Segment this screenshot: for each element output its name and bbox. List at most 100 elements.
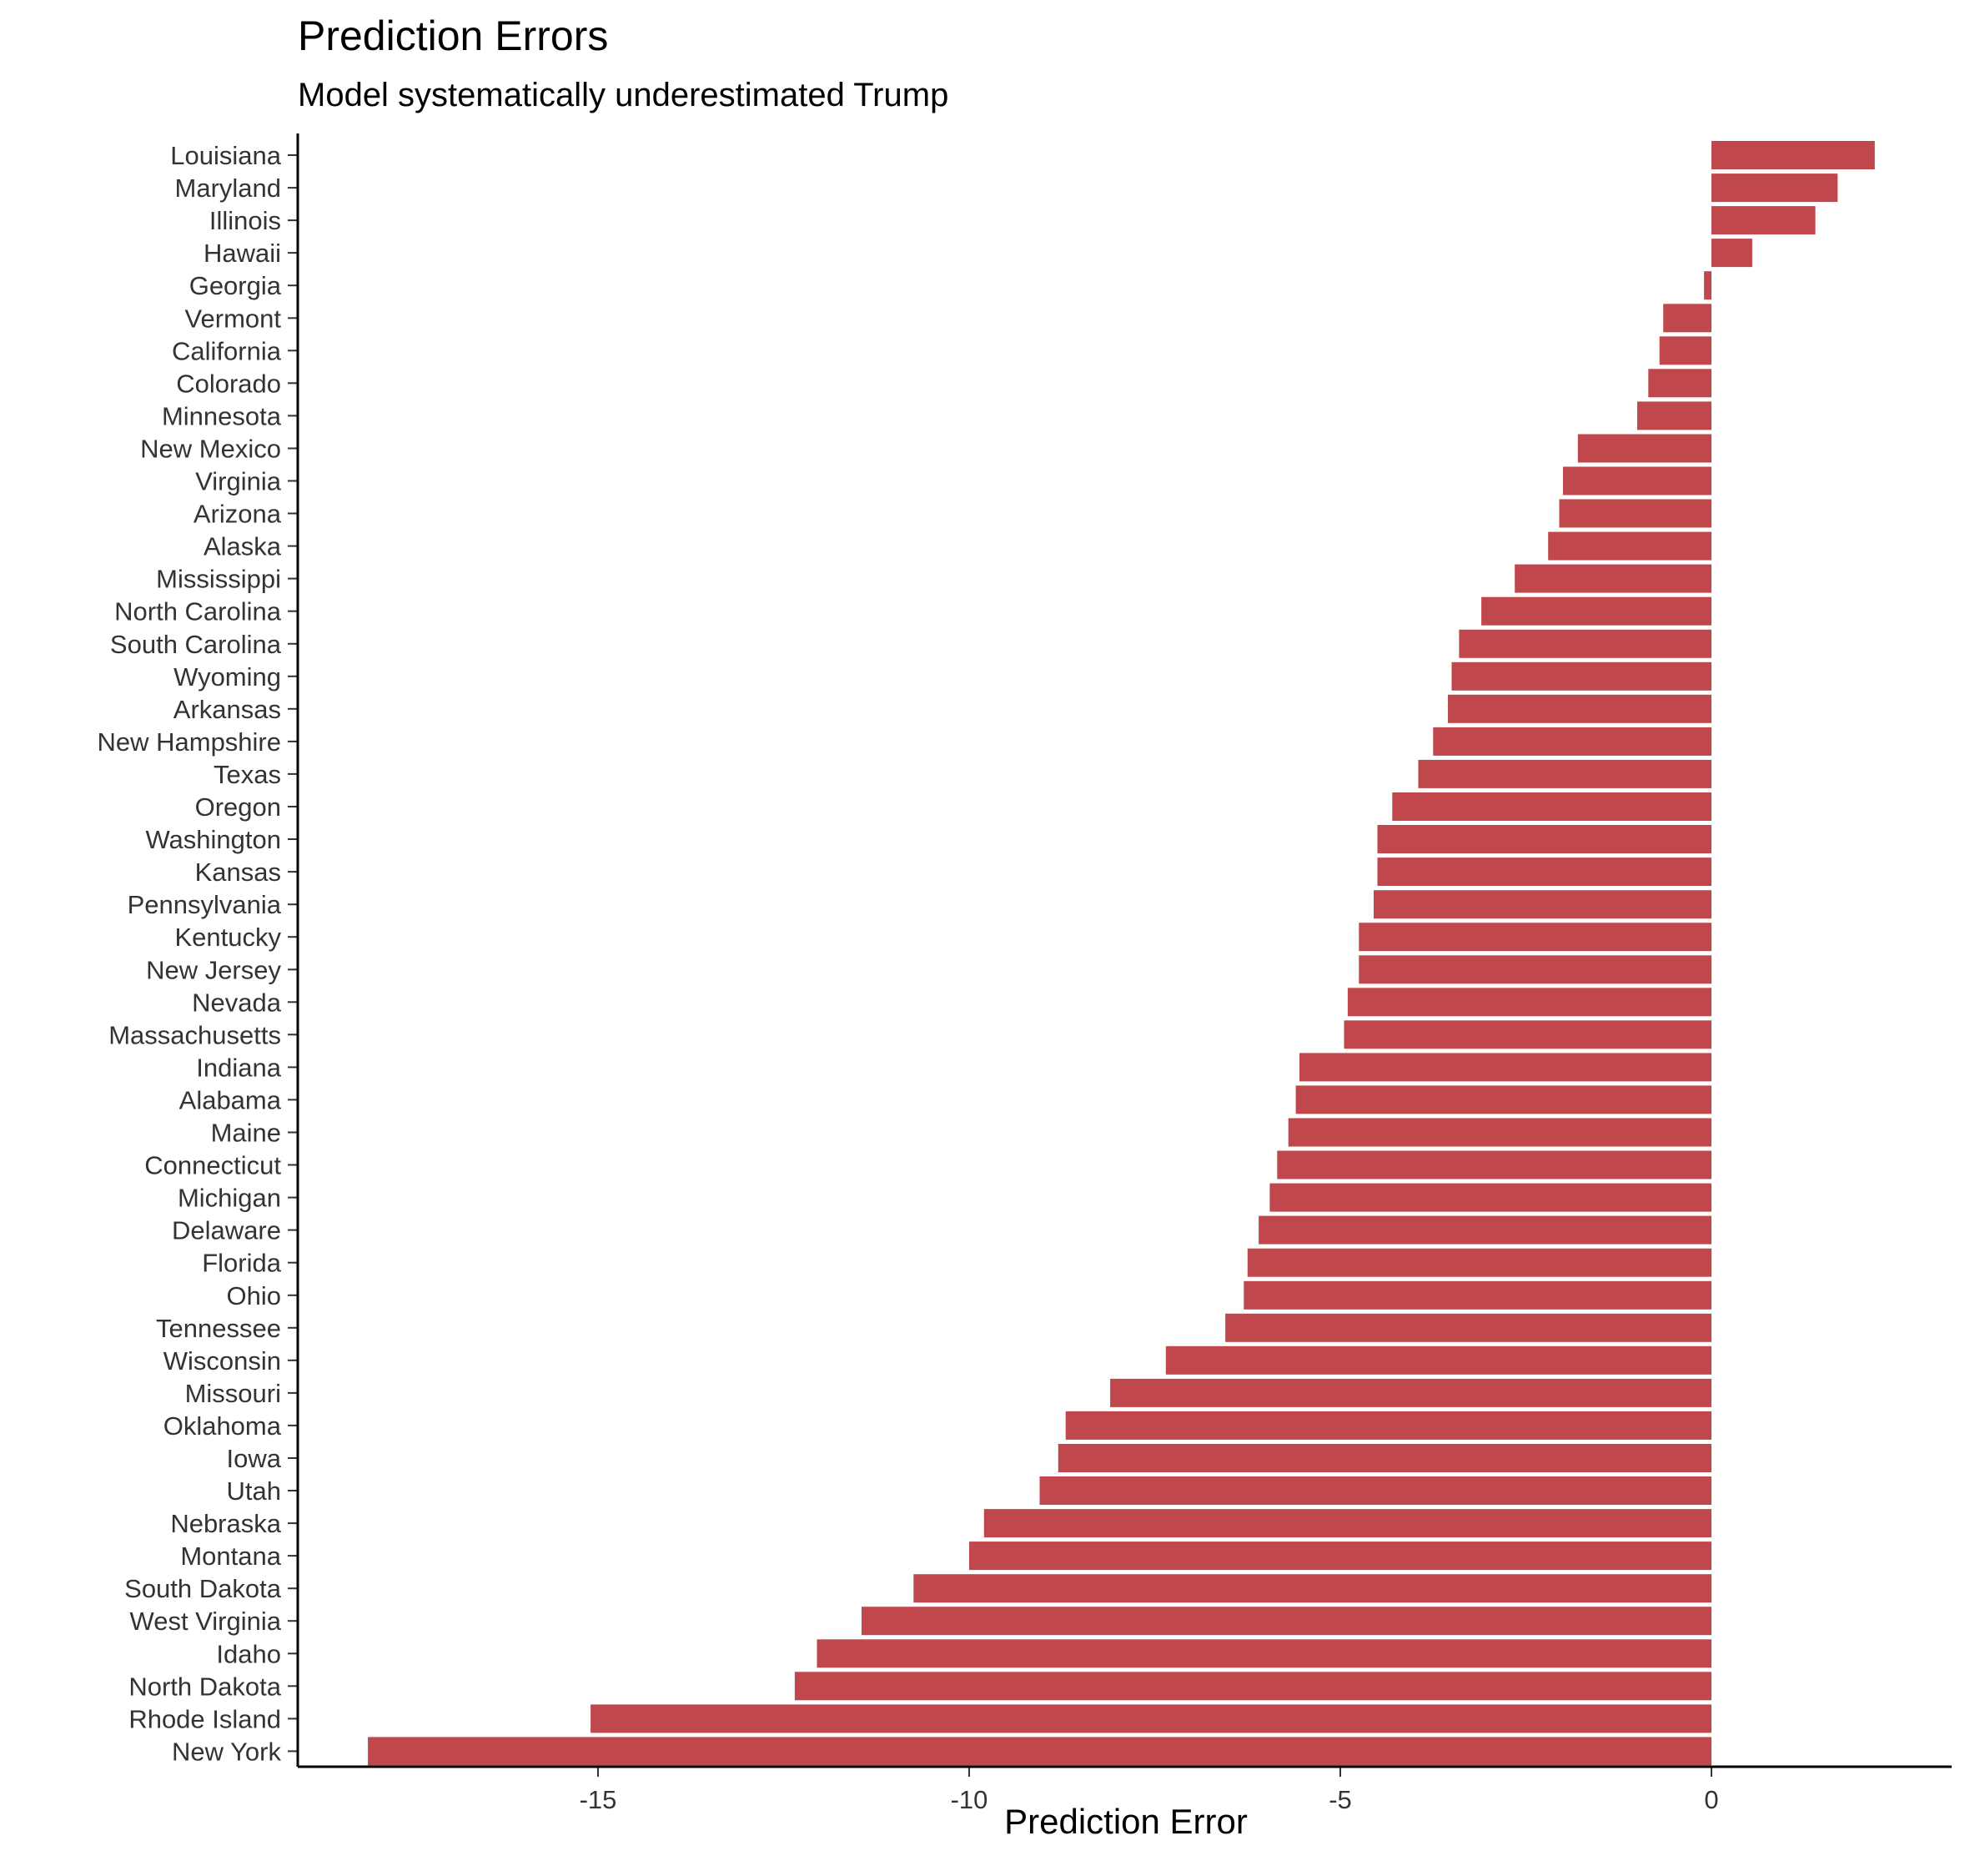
bar-tennessee bbox=[1225, 1313, 1711, 1342]
category-label: West Virginia bbox=[130, 1607, 282, 1636]
category-label: Montana bbox=[180, 1542, 281, 1571]
x-tick-label: -10 bbox=[951, 1785, 988, 1814]
bar-ohio bbox=[1244, 1280, 1711, 1310]
category-label: South Dakota bbox=[124, 1574, 282, 1603]
bar-connecticut bbox=[1277, 1150, 1711, 1179]
bar-kentucky bbox=[1359, 923, 1712, 952]
chart-subtitle: Model systematically underestimated Trum… bbox=[298, 77, 949, 113]
category-label: Wyoming bbox=[173, 662, 281, 692]
bar-oklahoma bbox=[1065, 1411, 1711, 1440]
x-tick-label: -15 bbox=[580, 1785, 617, 1814]
bar-wyoming bbox=[1451, 661, 1711, 691]
bar-new-york bbox=[368, 1737, 1712, 1766]
category-label: Alabama bbox=[179, 1085, 282, 1114]
category-label: Iowa bbox=[227, 1444, 282, 1473]
category-label: North Dakota bbox=[128, 1672, 281, 1701]
category-label: Wisconsin bbox=[163, 1346, 281, 1376]
category-label: Illinois bbox=[209, 206, 281, 235]
category-label: New Mexico bbox=[140, 435, 281, 464]
category-label: New York bbox=[172, 1737, 281, 1766]
category-label: Kansas bbox=[195, 858, 281, 887]
category-label: Missouri bbox=[185, 1379, 281, 1408]
category-label: Georgia bbox=[189, 271, 282, 300]
category-label: Michigan bbox=[178, 1184, 281, 1213]
y-axis-ticks bbox=[288, 154, 298, 1753]
x-axis-ticks: -15 -10 -5 0 bbox=[580, 1767, 1719, 1814]
category-label: California bbox=[172, 336, 282, 365]
category-label: Indiana bbox=[196, 1053, 281, 1082]
category-label: Connecticut bbox=[144, 1151, 281, 1180]
category-label: Nevada bbox=[192, 988, 282, 1017]
category-label: Minnesota bbox=[162, 401, 282, 430]
category-label: New Jersey bbox=[146, 955, 281, 984]
category-label: Hawaii bbox=[204, 239, 281, 268]
category-label: Arkansas bbox=[173, 695, 281, 724]
bar-south-carolina bbox=[1459, 629, 1711, 658]
bar-texas bbox=[1418, 759, 1711, 788]
x-tick-label: -5 bbox=[1329, 1785, 1352, 1814]
category-label: Florida bbox=[202, 1249, 282, 1278]
bar-michigan bbox=[1269, 1183, 1711, 1212]
chart-title: Prediction Errors bbox=[298, 13, 609, 59]
bar-illinois bbox=[1711, 206, 1816, 235]
bar-louisiana bbox=[1711, 141, 1875, 169]
bar-utah bbox=[1039, 1476, 1711, 1505]
bar-oregon bbox=[1392, 792, 1711, 821]
category-label: Oklahoma bbox=[163, 1411, 282, 1441]
category-label: Pennsylvania bbox=[128, 890, 282, 919]
category-labels: Louisiana Maryland Illinois Hawaii Georgia Ve… bbox=[97, 141, 281, 1766]
bar-hawaii bbox=[1711, 239, 1752, 268]
bar-new-hampshire bbox=[1433, 727, 1712, 756]
bar-idaho bbox=[817, 1639, 1711, 1668]
bar-montana bbox=[969, 1542, 1711, 1571]
bar-indiana bbox=[1299, 1053, 1711, 1082]
bar-maine bbox=[1288, 1118, 1711, 1147]
category-label: Maine bbox=[211, 1119, 281, 1148]
category-label: Texas bbox=[214, 760, 281, 789]
bar-arkansas bbox=[1448, 694, 1711, 723]
category-label: Ohio bbox=[227, 1281, 281, 1310]
category-label: Kentucky bbox=[174, 923, 281, 952]
category-label: Colorado bbox=[176, 369, 281, 398]
category-label: Virginia bbox=[195, 467, 282, 496]
category-label: Nebraska bbox=[170, 1509, 281, 1538]
bar-delaware bbox=[1259, 1215, 1711, 1245]
category-label: Mississippi bbox=[156, 565, 281, 594]
bar-georgia bbox=[1704, 271, 1711, 300]
bar-pennsylvania bbox=[1374, 890, 1711, 919]
x-axis-label: Prediction Error bbox=[1004, 1802, 1248, 1841]
category-label: South Carolina bbox=[110, 630, 282, 659]
bar-nevada bbox=[1347, 988, 1711, 1017]
category-label: Massachusetts bbox=[108, 1020, 281, 1049]
bars-group bbox=[368, 141, 1875, 1766]
bar-vermont bbox=[1663, 304, 1711, 333]
bar-virginia bbox=[1563, 466, 1711, 495]
bar-new-mexico bbox=[1577, 434, 1711, 463]
bar-florida bbox=[1247, 1248, 1712, 1277]
category-label: Utah bbox=[227, 1476, 281, 1506]
category-label: New Hampshire bbox=[97, 727, 281, 757]
bar-missouri bbox=[1110, 1378, 1711, 1407]
category-label: Alaska bbox=[204, 532, 282, 561]
bar-colorado bbox=[1648, 369, 1711, 398]
bar-north-dakota bbox=[794, 1672, 1711, 1701]
bar-north-carolina bbox=[1481, 596, 1711, 626]
bar-rhode-island bbox=[590, 1704, 1711, 1733]
category-label: Arizona bbox=[193, 500, 282, 529]
bar-mississippi bbox=[1515, 564, 1711, 593]
category-label: Rhode Island bbox=[128, 1704, 281, 1733]
category-label: Louisiana bbox=[170, 141, 281, 170]
bar-wisconsin bbox=[1165, 1345, 1711, 1375]
bar-kansas bbox=[1377, 858, 1711, 887]
bar-south-dakota bbox=[913, 1574, 1712, 1603]
bar-massachusetts bbox=[1344, 1020, 1711, 1049]
category-label: Maryland bbox=[175, 174, 282, 203]
bar-nebraska bbox=[983, 1509, 1711, 1538]
x-tick-label: 0 bbox=[1704, 1785, 1718, 1814]
bar-minnesota bbox=[1637, 401, 1711, 430]
category-label: Delaware bbox=[172, 1216, 281, 1245]
bar-alabama bbox=[1295, 1085, 1711, 1114]
bar-new-jersey bbox=[1359, 955, 1712, 984]
bar-west-virginia bbox=[862, 1607, 1711, 1636]
bar-alaska bbox=[1548, 531, 1711, 561]
